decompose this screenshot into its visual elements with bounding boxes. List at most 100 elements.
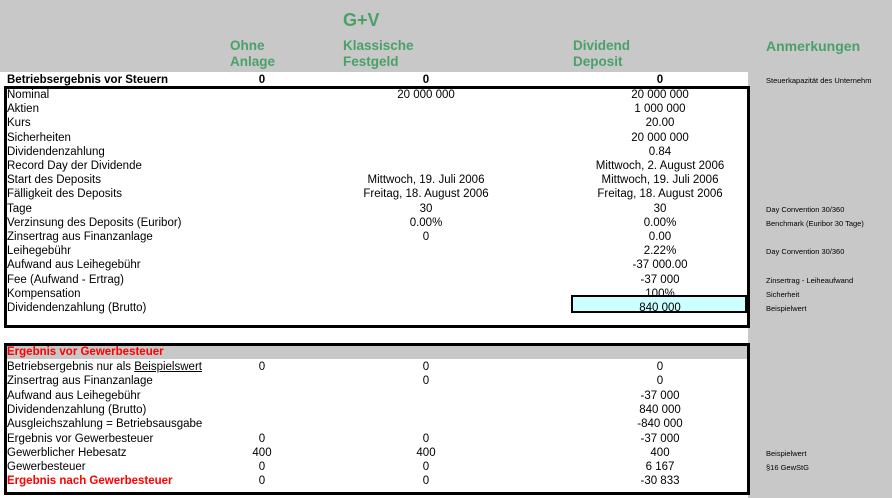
note: §16 GewStG xyxy=(766,463,809,473)
row-label: Ausgleichszahlung = Betriebsausgabe xyxy=(7,417,202,431)
cell-dividend-deposit: 0 xyxy=(656,375,664,388)
row-label: Aktien xyxy=(7,103,39,116)
row-label: Gewerbesteuer xyxy=(7,460,86,474)
row-label-underlined: Beispielswert xyxy=(134,361,202,373)
kompensation-input-cell[interactable] xyxy=(571,295,747,313)
cell-dividend-deposit: 1 000 000 xyxy=(634,103,686,116)
notes-column-band xyxy=(748,0,892,498)
row-label: Betriebsergebnis vor Steuern xyxy=(7,74,169,86)
cell-festgeld: 30 xyxy=(419,202,433,215)
header-band xyxy=(0,0,748,72)
cell-festgeld: 0 xyxy=(422,432,430,445)
cell-festgeld: 0 xyxy=(422,74,430,86)
section1-frame xyxy=(4,86,750,328)
cell-dividend-deposit: 6 167 xyxy=(645,461,675,474)
cell-festgeld: 0 xyxy=(422,231,430,243)
note: Beispielwert xyxy=(766,448,807,458)
cell-dividend-deposit: 20 000 000 xyxy=(631,89,689,101)
cell-dividend-deposit: -840 000 xyxy=(637,418,683,431)
col-anmerkungen-header: Anmerkungen xyxy=(766,38,861,54)
col-klassische-festgeld-header: Klassische Festgeld xyxy=(343,38,414,70)
row-label: Start des Deposits xyxy=(7,174,101,187)
cell-ohne-anlage: 0 xyxy=(258,74,266,86)
section2-title: Ergebnis vor Gewerbesteuer xyxy=(7,346,164,358)
cell-dividend-deposit: -37 000 xyxy=(640,273,680,286)
cell-dividend-deposit: -37 000 xyxy=(640,432,680,445)
cell-dividend-deposit: Mittwoch, 19. Juli 2006 xyxy=(601,174,719,187)
row-label: Verzinsung des Deposits (Euribor) xyxy=(7,216,182,229)
cell-dividend-deposit: 2.22% xyxy=(643,245,677,258)
section2-title-bar xyxy=(5,345,748,359)
cell-festgeld: Freitag, 18. August 2006 xyxy=(363,188,489,201)
note: Day Convention 30/360 xyxy=(766,204,845,214)
note: Benchmark (Euribor 30 Tage) xyxy=(766,218,864,228)
row-label: Dividendenzahlung xyxy=(7,145,105,158)
col-header-line: Dividend xyxy=(573,38,631,53)
row-label-text: Gewerbesteuer xyxy=(7,461,86,474)
cell-ohne-anlage: 400 xyxy=(252,446,272,459)
note: Day Convention 30/360 xyxy=(766,247,845,257)
cell-festgeld: 0 xyxy=(422,375,430,388)
cell-dividend-deposit: 20 000 000 xyxy=(631,131,689,144)
cell-dividend-deposit: 0 xyxy=(656,361,664,373)
col-header-line: Klassische xyxy=(343,38,414,53)
cell-festgeld: 400 xyxy=(416,446,436,459)
cell-dividend-deposit: -37 000.00 xyxy=(632,259,688,272)
row-label: Leihegebühr xyxy=(7,245,71,258)
note: Sicherheit xyxy=(766,289,800,299)
cell-dividend-deposit: 840 000 xyxy=(639,302,681,314)
row-label: Dividendenzahlung (Brutto) xyxy=(7,403,146,417)
row-label-text: Betriebsergebnis nur als xyxy=(7,361,135,373)
row-label-text: Aufwand aus Leihegebühr xyxy=(7,389,141,402)
row-label: Ergebnis nach Gewerbesteuer xyxy=(7,474,173,488)
row-label: Dividendenzahlung (Brutto) xyxy=(7,302,147,314)
cell-dividend-deposit: 0.84 xyxy=(648,145,672,158)
row-label: Zinsertrag aus Finanzanlage xyxy=(7,231,153,243)
row-label: Record Day der Dividende xyxy=(7,160,142,172)
row-label: Aufwand aus Leihegebühr xyxy=(7,259,141,272)
cell-dividend-deposit: 100% xyxy=(645,287,675,300)
cell-festgeld: 0 xyxy=(422,475,430,488)
row-label: Sicherheiten xyxy=(7,131,71,144)
cell-dividend-deposit: Mittwoch, 2. August 2006 xyxy=(595,160,725,172)
row-label: Gewerblicher Hebesatz xyxy=(7,446,127,460)
row-label: Fee (Aufwand - Ertrag) xyxy=(7,273,124,286)
col-header-line: Ohne xyxy=(230,38,265,53)
cell-festgeld: 0 xyxy=(422,361,430,373)
row-label-text: Ausgleichszahlung = Betriebsausgabe xyxy=(7,418,203,431)
row-label-text: Ergebnis nach Gewerbesteuer xyxy=(7,475,173,488)
row-label: Aufwand aus Leihegebühr xyxy=(7,389,141,403)
cell-dividend-deposit: 20.00 xyxy=(645,117,675,130)
cell-ohne-anlage: 0 xyxy=(258,461,266,474)
cell-dividend-deposit: 0.00% xyxy=(643,216,677,229)
note: Zinsertrag - Leiheaufwand xyxy=(766,275,854,285)
section2-frame xyxy=(4,343,750,495)
col-dividend-deposit-header: Dividend Deposit xyxy=(573,38,630,70)
row-label: Fälligkeit des Deposits xyxy=(7,188,123,201)
col-header-line: Festgeld xyxy=(343,54,399,69)
cell-festgeld: Mittwoch, 19. Juli 2006 xyxy=(367,174,485,187)
cell-ohne-anlage: 0 xyxy=(258,432,266,445)
row-label: Betriebsergebnis nur als Beispielswert xyxy=(7,360,202,374)
cell-ohne-anlage: 0 xyxy=(258,361,266,373)
cell-dividend-deposit: 30 xyxy=(653,202,667,215)
cell-dividend-deposit: -37 000 xyxy=(640,389,680,402)
col-header-line: Anlage xyxy=(230,54,276,69)
row-label: Kurs xyxy=(7,117,31,130)
row-label-text: Gewerblicher Hebesatz xyxy=(7,446,127,459)
cell-dividend-deposit: 840 000 xyxy=(639,403,681,416)
cell-dividend-deposit: Freitag, 18. August 2006 xyxy=(597,188,723,201)
row-label: Nominal xyxy=(7,89,50,101)
row-label: Kompensation xyxy=(7,287,81,300)
cell-dividend-deposit: -30 833 xyxy=(640,475,680,488)
col-ohne-anlage-header: Ohne Anlage xyxy=(230,38,275,70)
cell-festgeld: 0 xyxy=(422,461,430,474)
row-label-text: Zinsertrag aus Finanzanlage xyxy=(7,375,153,388)
row-label-text: Ergebnis vor Gewerbesteuer xyxy=(7,432,154,445)
col-header-line: Deposit xyxy=(573,54,623,69)
note: Steuerkapazität des Unternehm xyxy=(766,76,872,85)
cell-dividend-deposit: 400 xyxy=(650,446,670,459)
cell-dividend-deposit: 0.00 xyxy=(648,231,672,243)
cell-ohne-anlage: 0 xyxy=(258,475,266,488)
row-label: Tage xyxy=(7,202,32,215)
